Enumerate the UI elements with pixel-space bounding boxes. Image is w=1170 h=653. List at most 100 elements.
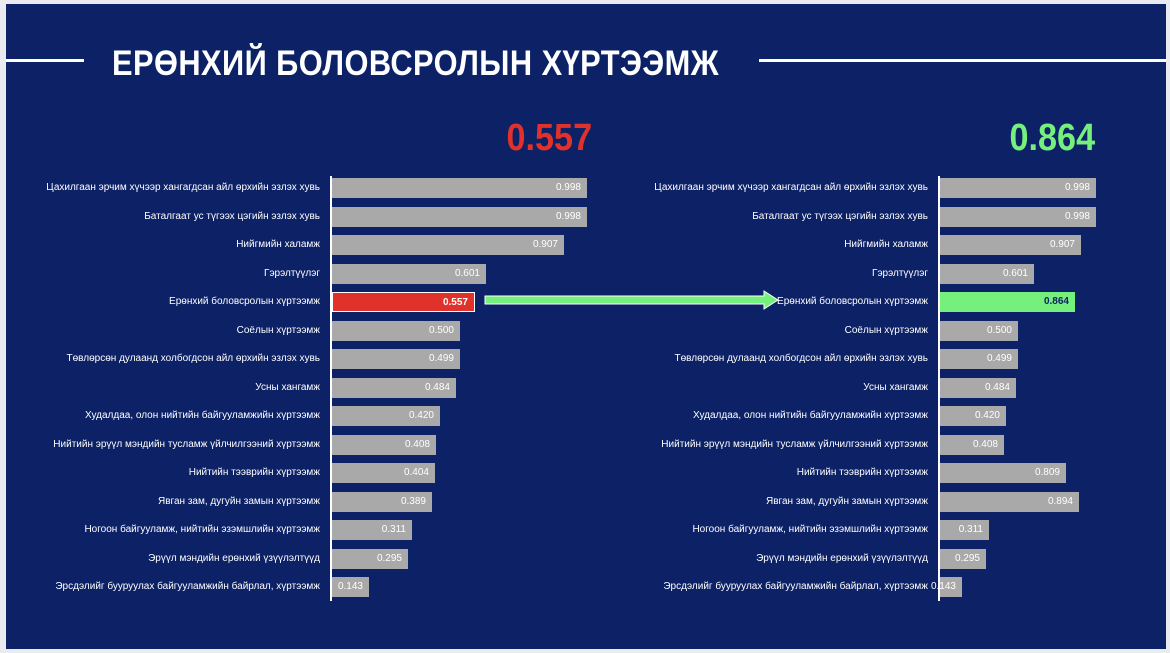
value-label: 0.484	[984, 381, 1010, 393]
category-label: Төвлөрсөн дулаанд холбогдсон айл өрхийн …	[674, 353, 928, 364]
bar: 0.998	[940, 206, 1096, 227]
category-label: Нийтийн тээврийн хүртээмж	[188, 467, 320, 478]
category-label: Эрсдэлийг бууруулах байгууламжийн байрла…	[55, 581, 320, 592]
value-label: 0.907	[1049, 239, 1075, 250]
bar: 0.499	[332, 349, 460, 369]
bar: 0.420	[940, 406, 1006, 426]
page-title: ЕРӨНХИЙ БОЛОВСРОЛЫН ХҮРТЭЭМЖ	[112, 44, 720, 83]
title-rule-left	[6, 59, 84, 62]
bar: 0.420	[332, 406, 440, 426]
category-label: Цахилгаан эрчим хүчээр хангагдсан айл өр…	[654, 182, 928, 193]
category-label: Эрүүл мэндийн ерөнхий үзүүлэлтүүд	[756, 552, 928, 564]
bar: 0.408	[940, 434, 1004, 455]
bar: 0.809	[940, 463, 1066, 483]
chart-before: Цахилгаан эрчим хүчээр хангагдсан айл өр…	[6, 4, 1166, 649]
category-label: Явган зам, дугуйн замын хүртээмж	[158, 495, 320, 507]
bar: 0.484	[940, 377, 1016, 398]
value-label: 0.998	[1064, 182, 1090, 193]
chart-after: Цахилгаан эрчим хүчээр хангагдсан айл өр…	[6, 4, 1166, 649]
value-label: 0.420	[408, 410, 434, 421]
value-label: 0.894	[1047, 495, 1073, 507]
value-label: 0.295	[376, 552, 402, 564]
value-label: 0.601	[1002, 267, 1028, 279]
value-label: 0.500	[428, 324, 454, 336]
category-label: Худалдаа, олон нийтийн байгууламжийн хүр…	[85, 410, 320, 421]
value-label: 0.484	[424, 381, 450, 393]
value-label: 0.500	[986, 324, 1012, 336]
bar: 0.311	[940, 520, 989, 540]
category-label: Гэрэлтүүлэг	[264, 267, 320, 279]
bar: 0.295	[332, 548, 408, 569]
category-label: Усны хангамж	[863, 381, 928, 393]
value-label: 0.864	[1043, 296, 1069, 307]
category-label: Эрсдэлийг бууруулах байгууламжийн байрла…	[663, 581, 928, 592]
category-label: Баталгаат ус түгээх цэгийн эзлэх хувь	[144, 210, 320, 222]
value-label: 0.389	[400, 495, 426, 507]
value-label: 0.998	[555, 210, 581, 222]
category-label: Ногоон байгууламж, нийтийн эзэмшлийн хүр…	[692, 524, 928, 535]
category-label: Соёлын хүртээмж	[844, 324, 928, 336]
category-label: Цахилгаан эрчим хүчээр хангагдсан айл өр…	[46, 182, 320, 193]
before-score: 0.557	[506, 117, 592, 159]
category-label: Төвлөрсөн дулаанд холбогдсон айл өрхийн …	[66, 353, 320, 364]
value-label: 0.809	[1034, 467, 1060, 478]
category-label: Ерөнхий боловсролын хүртээмж	[777, 296, 928, 307]
category-label: Баталгаат ус түгээх цэгийн эзлэх хувь	[752, 210, 928, 222]
bar: 0.295	[940, 548, 986, 569]
bar: 0.143	[332, 577, 369, 597]
value-label: 0.907	[532, 239, 558, 250]
category-label: Ногоон байгууламж, нийтийн эзэмшлийн хүр…	[84, 524, 320, 535]
category-label: Нийтийн эрүүл мэндийн тусламж үйлчилгээн…	[53, 438, 320, 450]
category-label: Соёлын хүртээмж	[236, 324, 320, 336]
bar: 0.500	[332, 320, 460, 341]
category-label: Худалдаа, олон нийтийн байгууламжийн хүр…	[693, 410, 928, 421]
value-label: 0.420	[974, 410, 1000, 421]
bar: 0.143	[931, 577, 962, 597]
title-rule-right	[759, 59, 1166, 62]
bar: 0.499	[940, 349, 1018, 369]
bar: 0.998	[940, 178, 1096, 198]
bar: 0.601	[940, 263, 1034, 284]
value-label: 0.601	[454, 267, 480, 279]
bar: 0.311	[332, 520, 412, 540]
bar: 0.894	[940, 491, 1079, 512]
highlighted-bar: 0.864	[940, 292, 1075, 312]
after-score: 0.864	[1009, 117, 1095, 159]
value-label: 0.404	[403, 467, 429, 478]
value-label: 0.143	[337, 581, 363, 592]
value-label: 0.143	[930, 581, 956, 592]
slide: ЕРӨНХИЙ БОЛОВСРОЛЫН ХҮРТЭЭМЖ 0.557 0.864…	[6, 4, 1166, 649]
value-label: 0.499	[986, 353, 1012, 364]
category-label: Нийгмийн халамж	[844, 239, 928, 250]
category-label: Эрүүл мэндийн ерөнхий үзүүлэлтүүд	[148, 552, 320, 564]
category-label: Явган зам, дугуйн замын хүртээмж	[766, 495, 928, 507]
bar: 0.998	[332, 206, 587, 227]
category-label: Ерөнхий боловсролын хүртээмж	[169, 296, 320, 307]
value-label: 0.557	[442, 297, 468, 308]
bar: 0.601	[332, 263, 486, 284]
value-label: 0.311	[958, 524, 983, 535]
bar: 0.408	[332, 434, 436, 455]
bar: 0.404	[332, 463, 435, 483]
bar: 0.907	[332, 235, 564, 255]
value-label: 0.408	[404, 438, 430, 450]
change-arrow	[484, 290, 779, 310]
bar: 0.389	[332, 491, 432, 512]
highlighted-bar: 0.557	[332, 292, 475, 312]
value-label: 0.998	[1064, 210, 1090, 222]
category-label: Нийгмийн халамж	[236, 239, 320, 250]
category-axis	[330, 176, 332, 601]
value-label: 0.295	[954, 552, 980, 564]
bar: 0.500	[940, 320, 1018, 341]
value-label: 0.998	[555, 182, 581, 193]
value-label: 0.311	[381, 524, 406, 535]
category-label: Гэрэлтүүлэг	[872, 267, 928, 279]
category-label: Усны хангамж	[255, 381, 320, 393]
change-arrow-shape	[484, 290, 779, 310]
category-axis	[938, 176, 940, 601]
category-label: Нийтийн эрүүл мэндийн тусламж үйлчилгээн…	[661, 438, 928, 450]
bar: 0.998	[332, 178, 587, 198]
bar: 0.907	[940, 235, 1081, 255]
bar: 0.484	[332, 377, 456, 398]
value-label: 0.408	[972, 438, 998, 450]
